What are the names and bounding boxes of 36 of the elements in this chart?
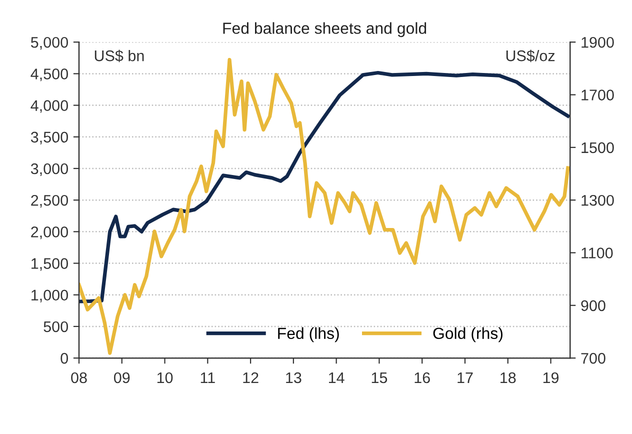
legend-label: Gold (rhs) [433,327,502,342]
y-tick-label: 4,000 [30,100,68,113]
x-tick-label: 09 [114,372,130,384]
y-tick-label: 3,000 [30,163,68,176]
x-tick-label: 16 [414,372,430,384]
x-tick-label: 14 [328,372,344,384]
legend-label: Fed (lhs) [278,327,339,342]
y-tick-label: 1,500 [32,258,68,271]
x-tick-label: 19 [543,372,559,384]
chart-title: Fed balance sheets and gold [223,22,426,38]
x-tick-label: 10 [157,372,173,384]
x-tick-label: 11 [200,372,215,384]
x-tick-label: 17 [458,372,473,384]
x-tick-label: 13 [286,372,302,384]
y2-tick-label: 1300 [582,194,614,206]
y-tick-label: 4,500 [30,68,68,82]
y-tick-label: 2,500 [31,194,68,208]
y-tick-label: 5,000 [30,36,68,50]
y2-tick-label: 1500 [582,142,614,154]
line-series [79,70,570,304]
y-tick-label: 500 [44,321,68,332]
x-tick-label: 18 [500,372,516,384]
y2-tick-label: 1700 [582,90,614,100]
y-tick-label: 2,000 [31,226,68,240]
x-tick-label: 15 [372,372,388,384]
x-tick-label: 12 [243,372,258,384]
y2-tick-label: 700 [581,352,606,364]
y2-tick-label: 1900 [582,36,614,48]
y-tick-label: 3,500 [30,132,68,144]
y-axis-title: US$ bn [94,50,144,62]
y-tick-label: 0 [60,352,68,364]
x-tick-label: 08 [71,372,87,384]
y-tick-label: 1,000 [32,290,68,302]
y2-tick-label: 900 [581,300,606,312]
y2-tick-label: 1100 [582,248,613,258]
y2-axis-title: US$/oz [506,50,555,62]
